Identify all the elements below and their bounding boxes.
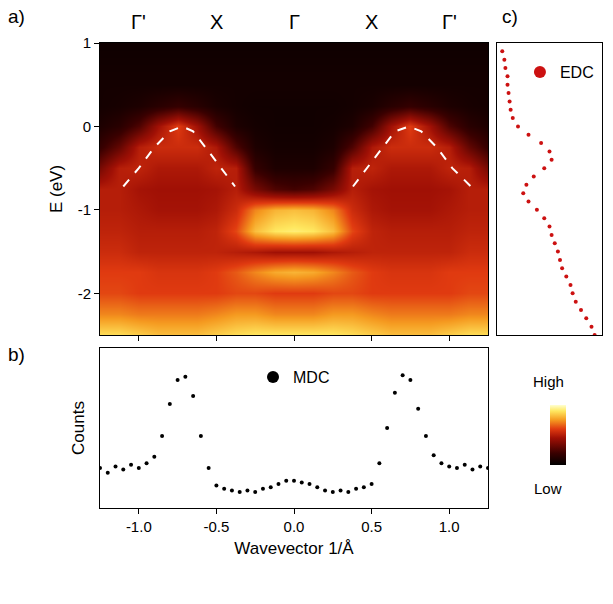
svg-text:-0.5: -0.5 <box>203 518 229 535</box>
svg-text:E (eV): E (eV) <box>47 165 66 213</box>
svg-text:1: 1 <box>83 34 91 51</box>
svg-text:X: X <box>210 11 223 33</box>
svg-text:MDC: MDC <box>293 369 329 386</box>
svg-text:X: X <box>365 11 378 33</box>
svg-text:Γ': Γ' <box>442 11 457 33</box>
svg-text:Wavevector 1/Å: Wavevector 1/Å <box>234 539 354 558</box>
svg-text:Counts: Counts <box>69 401 88 455</box>
svg-text:EDC: EDC <box>560 64 594 81</box>
svg-text:Γ': Γ' <box>131 11 146 33</box>
svg-text:c): c) <box>502 6 518 27</box>
svg-text:High: High <box>533 373 564 390</box>
svg-text:0: 0 <box>83 118 91 135</box>
svg-text:0.5: 0.5 <box>361 518 382 535</box>
svg-text:-1.0: -1.0 <box>126 518 152 535</box>
svg-text:Γ: Γ <box>289 11 300 33</box>
svg-text:Low: Low <box>534 480 562 497</box>
svg-text:-2: -2 <box>78 285 91 302</box>
svg-text:0.0: 0.0 <box>284 518 305 535</box>
svg-text:a): a) <box>8 6 25 27</box>
svg-text:1.0: 1.0 <box>439 518 460 535</box>
svg-text:-1: -1 <box>78 201 91 218</box>
svg-text:b): b) <box>8 344 25 365</box>
